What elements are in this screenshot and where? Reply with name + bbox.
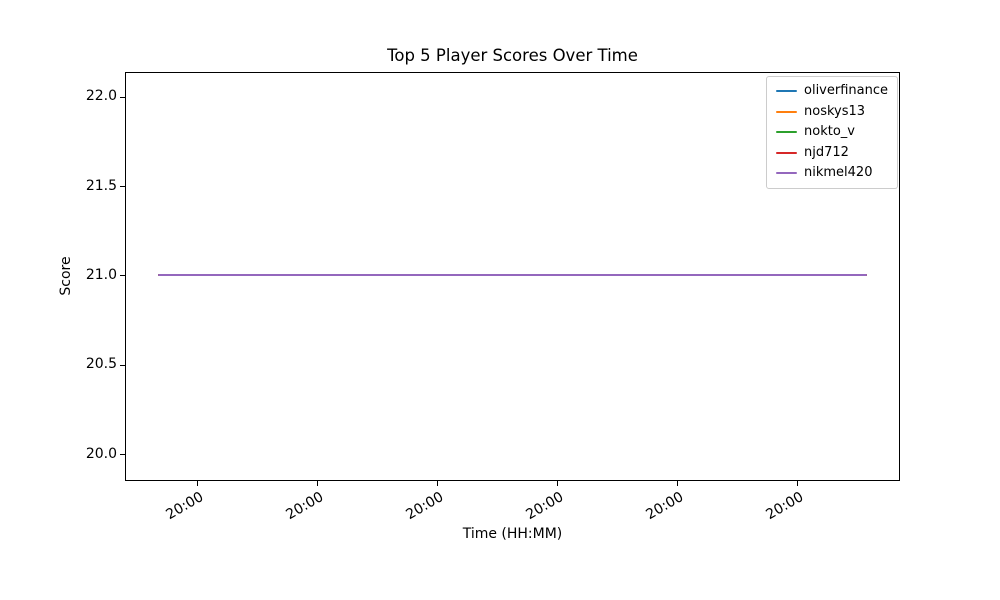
legend-entry: noskys13 xyxy=(776,102,888,123)
x-tick-mark xyxy=(437,481,438,486)
y-tick-label: 20.5 xyxy=(85,356,117,372)
x-tick-mark xyxy=(677,481,678,486)
y-axis-title: Score xyxy=(58,256,74,296)
legend-entry: nikmel420 xyxy=(776,163,888,184)
legend-label: nikmel420 xyxy=(804,165,873,181)
legend-line-swatch xyxy=(776,172,797,175)
y-tick-mark xyxy=(120,365,125,366)
y-tick-label: 21.0 xyxy=(85,267,117,283)
legend-label: nokto_v xyxy=(804,124,855,140)
legend-line-swatch xyxy=(776,151,797,154)
legend-line-swatch xyxy=(776,110,797,113)
legend: oliverfinance noskys13 nokto_v njd712 ni… xyxy=(766,76,898,189)
chart-title: Top 5 Player Scores Over Time xyxy=(387,46,638,65)
legend-label: oliverfinance xyxy=(804,83,888,99)
legend-line-swatch xyxy=(776,131,797,134)
y-tick-mark xyxy=(120,275,125,276)
y-tick-label: 22.0 xyxy=(85,88,117,104)
legend-label: noskys13 xyxy=(804,103,866,119)
x-tick-mark xyxy=(197,481,198,486)
y-tick-mark xyxy=(120,186,125,187)
y-tick-mark xyxy=(120,454,125,455)
y-tick-label: 20.0 xyxy=(85,446,117,462)
legend-entry: oliverfinance xyxy=(776,81,888,102)
y-tick-mark xyxy=(120,97,125,98)
legend-entry: nokto_v xyxy=(776,122,888,143)
y-tick-label: 21.5 xyxy=(85,178,117,194)
x-tick-mark xyxy=(797,481,798,486)
x-tick-mark xyxy=(317,481,318,486)
x-tick-mark xyxy=(557,481,558,486)
legend-entry: njd712 xyxy=(776,143,888,164)
x-axis-title: Time (HH:MM) xyxy=(462,526,563,542)
series-line-nikmel420 xyxy=(158,274,867,276)
legend-label: njd712 xyxy=(804,144,849,160)
legend-line-swatch xyxy=(776,90,797,93)
